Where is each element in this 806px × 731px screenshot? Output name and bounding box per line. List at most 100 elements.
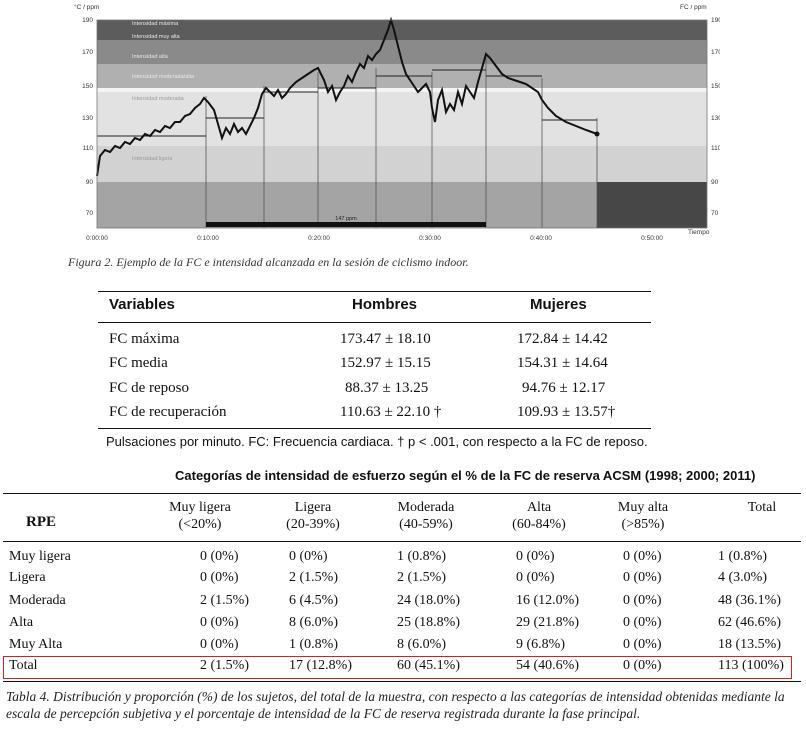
- table2-cell: 0 (0%): [516, 570, 555, 585]
- table2-col-header-total: Total: [747, 500, 777, 515]
- table2-cell: 1 (0.8%): [289, 637, 338, 652]
- zone-divider: [97, 88, 707, 92]
- table1-header-variables: Variables: [109, 296, 175, 313]
- plot-frame: [96, 19, 708, 229]
- table2-cell: 62 (46.6%): [718, 615, 781, 630]
- table2-cell: 0 (0%): [623, 593, 662, 608]
- table1-bottom-rule: [98, 428, 651, 429]
- zone-band-light: [97, 146, 707, 182]
- table1-header-men: Hombres: [352, 296, 418, 313]
- right-axis-title: FC / ppm: [680, 4, 707, 11]
- table2-cell: 2 (1.5%): [200, 658, 249, 673]
- zone-label-moderate-high: Intensidad moderada/alta: [132, 74, 195, 80]
- table2-cell: 0 (0%): [200, 570, 239, 585]
- table2-col-header: Alta (60-84%): [512, 500, 566, 532]
- time-axis-title: Tiempo: [688, 229, 710, 236]
- y-tick-right: 170: [711, 49, 720, 56]
- table1-cell: 94.76 ± 12.17: [522, 380, 606, 396]
- y-tick-left: 90: [86, 179, 94, 186]
- table2-cell: 8 (6.0%): [289, 615, 338, 630]
- y-tick-left: 150: [82, 83, 93, 90]
- table2-cell: 0 (0%): [623, 549, 662, 564]
- table2-cell: 24 (18.0%): [397, 593, 460, 608]
- y-tick-right: 150: [711, 83, 720, 90]
- table2-col-header: Muy ligera (<20%): [169, 500, 231, 532]
- table1-cell: 172.84 ± 14.42: [517, 331, 608, 347]
- x-tick: 0:30:00: [419, 235, 441, 242]
- left-axis-title: °C / ppm: [74, 3, 99, 11]
- table1-cell: 88.37 ± 13.25: [345, 380, 429, 396]
- table2-cell: 18 (13.5%): [718, 637, 781, 652]
- zone-band-moderate: [97, 88, 707, 146]
- table2-caption: Tabla 4. Distribución y proporción (%) d…: [6, 689, 785, 721]
- table2-cell: 60 (45.1%): [397, 658, 460, 673]
- table2-cell: 2 (1.5%): [289, 570, 338, 585]
- table1-row-label: FC máxima: [109, 331, 180, 347]
- table2-row-label: Muy ligera: [9, 549, 71, 564]
- table2-row-label: Moderada: [9, 593, 66, 608]
- zone-band-recovery: [597, 182, 707, 228]
- heart-rate-trace: [96, 16, 598, 177]
- table2-cell: 25 (18.8%): [397, 615, 460, 630]
- table2-cell: 113 (100%): [718, 658, 784, 673]
- table2-cell: 0 (0%): [623, 637, 662, 652]
- table2-row-label: Alta: [9, 615, 34, 630]
- x-tick: 0:00:00: [86, 235, 108, 242]
- table2-col-header: Muy alta (>85%): [617, 500, 669, 532]
- table1-cell: 173.47 ± 18.10: [340, 331, 431, 347]
- table2-cell: 8 (6.0%): [397, 637, 446, 652]
- table2-cell: 1 (0.8%): [397, 549, 446, 564]
- table2-cell: 0 (0%): [623, 615, 662, 630]
- x-tick: 0:40:00: [530, 235, 552, 242]
- x-tick: 0:20:00: [308, 235, 330, 242]
- table1-top-rule: [98, 291, 651, 292]
- table2-top-rule: [3, 493, 801, 494]
- zone-band-rest: [97, 182, 597, 228]
- duration-bar: [206, 222, 486, 227]
- table2-cell: 0 (0%): [623, 658, 662, 673]
- table2-bottom-rule: [3, 681, 801, 682]
- table1-header-rule: [98, 322, 651, 323]
- table2-row-header: RPE: [26, 514, 56, 530]
- table2-cell: 0 (0%): [200, 615, 239, 630]
- x-tick: 0:10:00: [197, 235, 219, 242]
- y-tick-left: 70: [86, 210, 94, 217]
- table2-row-label: Total: [9, 658, 38, 673]
- y-tick-left: 170: [82, 49, 93, 56]
- table2-cell: 54 (40.6%): [516, 658, 579, 673]
- y-tick-left: 190: [82, 17, 93, 24]
- y-tick-right: 190: [711, 17, 720, 24]
- table2-row-label: Ligera: [9, 570, 46, 585]
- table1-cell: 109.93 ± 13.57†: [517, 404, 616, 420]
- table1-cell: 110.63 ± 22.10 †: [340, 404, 442, 420]
- heart-rate-figure: Intensidad máxima Intensidad muy alta In…: [60, 0, 722, 250]
- table2-cell: 6 (4.5%): [289, 593, 338, 608]
- table1-header-women: Mujeres: [530, 296, 587, 313]
- table2-cell: 16 (12.0%): [516, 593, 579, 608]
- y-tick-left: 110: [83, 145, 94, 152]
- y-tick-right: 130: [711, 115, 720, 122]
- table2-cell: 0 (0%): [623, 570, 662, 585]
- table1-cell: 154.31 ± 14.64: [517, 355, 608, 371]
- table1-cell: 152.97 ± 15.15: [340, 355, 431, 371]
- zone-band-max: [97, 20, 707, 40]
- table2-cell: 29 (21.8%): [516, 615, 579, 630]
- table2-cell: 2 (1.5%): [397, 570, 446, 585]
- table1-note: Pulsaciones por minuto. FC: Frecuencia c…: [106, 434, 648, 449]
- zone-label-max: Intensidad máxima: [132, 21, 179, 27]
- table2-total-highlight: [3, 656, 792, 679]
- table2-cell: 0 (0%): [289, 549, 328, 564]
- zone-label-light: Intensidad ligera: [132, 156, 173, 162]
- table2-cell: 0 (0%): [516, 549, 555, 564]
- table2-cell: 4 (3.0%): [718, 570, 767, 585]
- zone-label-high: Intensidad alta: [132, 54, 169, 60]
- y-tick-left: 130: [82, 115, 93, 122]
- table1-row-label: FC media: [109, 355, 168, 371]
- table2-cell: 0 (0%): [200, 637, 239, 652]
- table2-col-header: Moderada (40-59%): [397, 500, 455, 532]
- zone-label-very-high: Intensidad muy alta: [132, 34, 181, 40]
- figure-caption: Figura 2. Ejemplo de la FC e intensidad …: [68, 255, 469, 269]
- table2-cell: 0 (0%): [200, 549, 239, 564]
- heart-rate-chart: Intensidad máxima Intensidad muy alta In…: [74, 3, 722, 242]
- table2-cell: 2 (1.5%): [200, 593, 249, 608]
